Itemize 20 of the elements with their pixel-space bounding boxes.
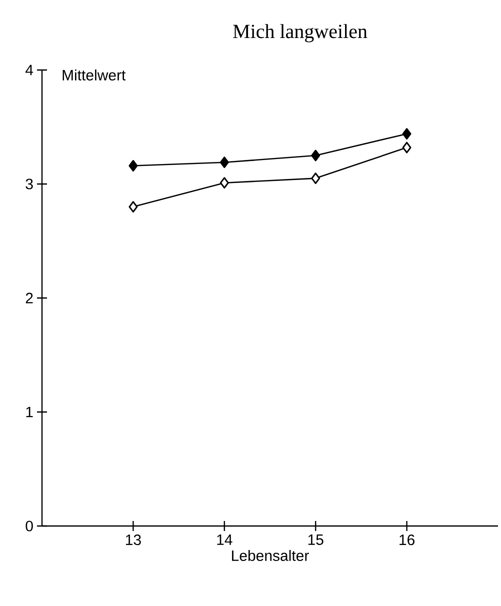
point	[311, 150, 320, 162]
x-tick-label: 16	[400, 534, 414, 546]
y-tick-label: 4	[25, 64, 34, 76]
y-tick-label: 1	[26, 406, 33, 418]
point	[311, 172, 320, 184]
point	[220, 156, 229, 168]
point	[402, 142, 412, 154]
x-tick-label: 14	[217, 534, 232, 545]
y-tick-label: 0	[26, 520, 33, 532]
point	[128, 201, 138, 213]
x-tick-label: 15	[308, 534, 324, 545]
point	[220, 177, 229, 189]
point	[402, 128, 412, 140]
x-axis-title: Lebensalter	[232, 550, 309, 561]
y-axis-title: Mittelwert	[62, 69, 126, 80]
chart-title: Mich langweilen	[233, 24, 368, 42]
x-tick-label: 13	[126, 534, 141, 546]
y-tick-label: 2	[26, 292, 33, 304]
y-tick-label: 3	[26, 178, 33, 190]
point	[128, 160, 138, 172]
